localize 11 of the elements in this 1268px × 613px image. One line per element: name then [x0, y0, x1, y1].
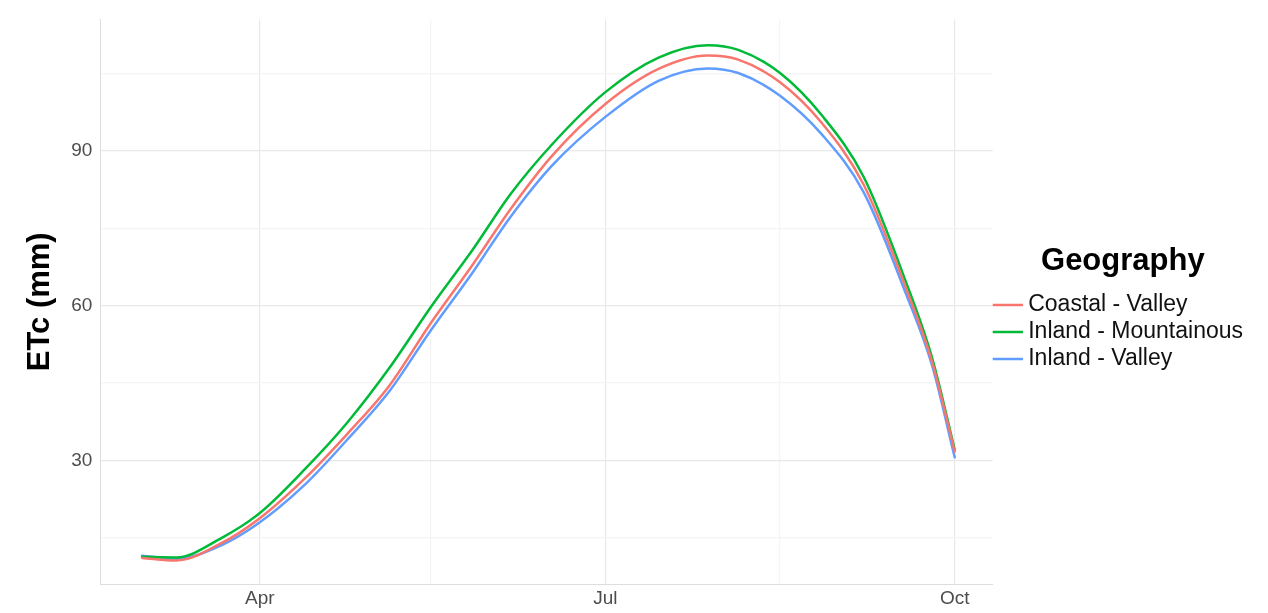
y-axis-title: ETc (mm)	[21, 232, 57, 372]
y-tick-label: 30	[71, 448, 93, 470]
legend-label: Inland - Mountainous	[1028, 317, 1244, 344]
x-tick-label: Jul	[593, 586, 618, 608]
y-tick-label: 60	[71, 293, 93, 315]
legend-title: Geography	[1041, 242, 1206, 278]
x-tick-label: Apr	[245, 586, 276, 608]
x-tick-label: Oct	[939, 586, 971, 608]
legend-label: Inland - Valley	[1028, 344, 1173, 371]
legend-label: Coastal - Valley	[1028, 290, 1189, 317]
y-tick-label: 90	[71, 139, 93, 161]
